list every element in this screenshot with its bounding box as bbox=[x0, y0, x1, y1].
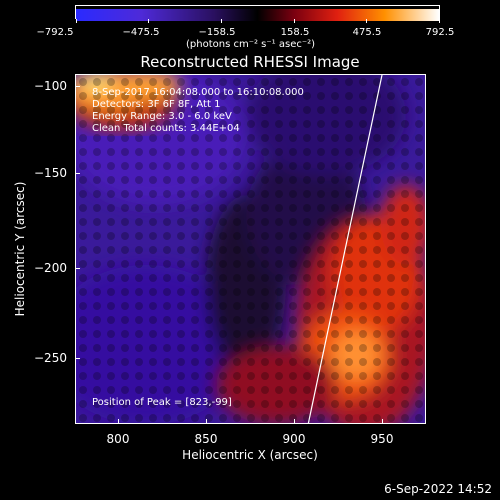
colorbar-gradient bbox=[76, 9, 439, 21]
peak-position: Position of Peak = [823,-99] bbox=[92, 397, 232, 408]
x-tick-label: 950 bbox=[370, 432, 394, 446]
x-tick-label: 850 bbox=[194, 432, 218, 446]
x-axis-label: Heliocentric X (arcsec) bbox=[182, 448, 318, 462]
rhessi-image-map bbox=[76, 75, 425, 423]
time-range: 8-Sep-2017 16:04:08.000 to 16:10:08.000 bbox=[92, 87, 304, 98]
colorbar-tick bbox=[148, 19, 149, 23]
colorbar-tick bbox=[439, 19, 440, 23]
colorbar-tick bbox=[366, 19, 367, 23]
y-tick bbox=[75, 173, 80, 174]
x-tick bbox=[294, 419, 295, 424]
footer-timestamp: 6-Sep-2022 14:52 bbox=[384, 482, 492, 496]
limb-line bbox=[307, 75, 383, 423]
x-tick bbox=[206, 419, 207, 424]
y-tick-label: −200 bbox=[34, 261, 67, 275]
colorbar-tick bbox=[294, 19, 295, 23]
energy-range: Energy Range: 3.0 - 6.0 keV bbox=[92, 111, 232, 122]
colorbar-tick-label: 792.5 bbox=[425, 27, 455, 38]
rhessi-image: 8-Sep-2017 16:04:08.000 to 16:10:08.000 … bbox=[75, 74, 426, 424]
colorbar-tick bbox=[76, 19, 77, 23]
y-tick bbox=[75, 86, 80, 87]
colorbar-units: (photons cm⁻² s⁻¹ asec⁻²) bbox=[186, 39, 316, 50]
y-axis-label: Heliocentric Y (arcsec) bbox=[13, 181, 27, 317]
x-tick-label: 900 bbox=[282, 432, 306, 446]
detectors-info: Detectors: 3F 6F 8F, Att 1 bbox=[92, 99, 221, 110]
x-tick bbox=[118, 419, 119, 424]
clean-counts: Clean Total counts: 3.44E+04 bbox=[92, 123, 240, 134]
y-tick-label: −100 bbox=[34, 79, 67, 93]
x-tick bbox=[382, 419, 383, 424]
colorbar-tick-label: 158.5 bbox=[280, 27, 310, 38]
y-tick bbox=[75, 268, 80, 269]
colorbar-tick-label: −792.5 bbox=[36, 27, 74, 38]
colorbar-tick-label: −158.5 bbox=[198, 27, 236, 38]
colorbar bbox=[75, 5, 440, 21]
y-tick bbox=[75, 358, 80, 359]
x-tick-label: 800 bbox=[106, 432, 130, 446]
y-tick-label: −150 bbox=[34, 166, 67, 180]
colorbar-tick-label: 475.5 bbox=[352, 27, 382, 38]
colorbar-tick bbox=[221, 19, 222, 23]
plot-title: Reconstructed RHESSI Image bbox=[140, 53, 360, 71]
y-tick-label: −250 bbox=[34, 351, 67, 365]
colorbar-tick-label: −475.5 bbox=[122, 27, 160, 38]
